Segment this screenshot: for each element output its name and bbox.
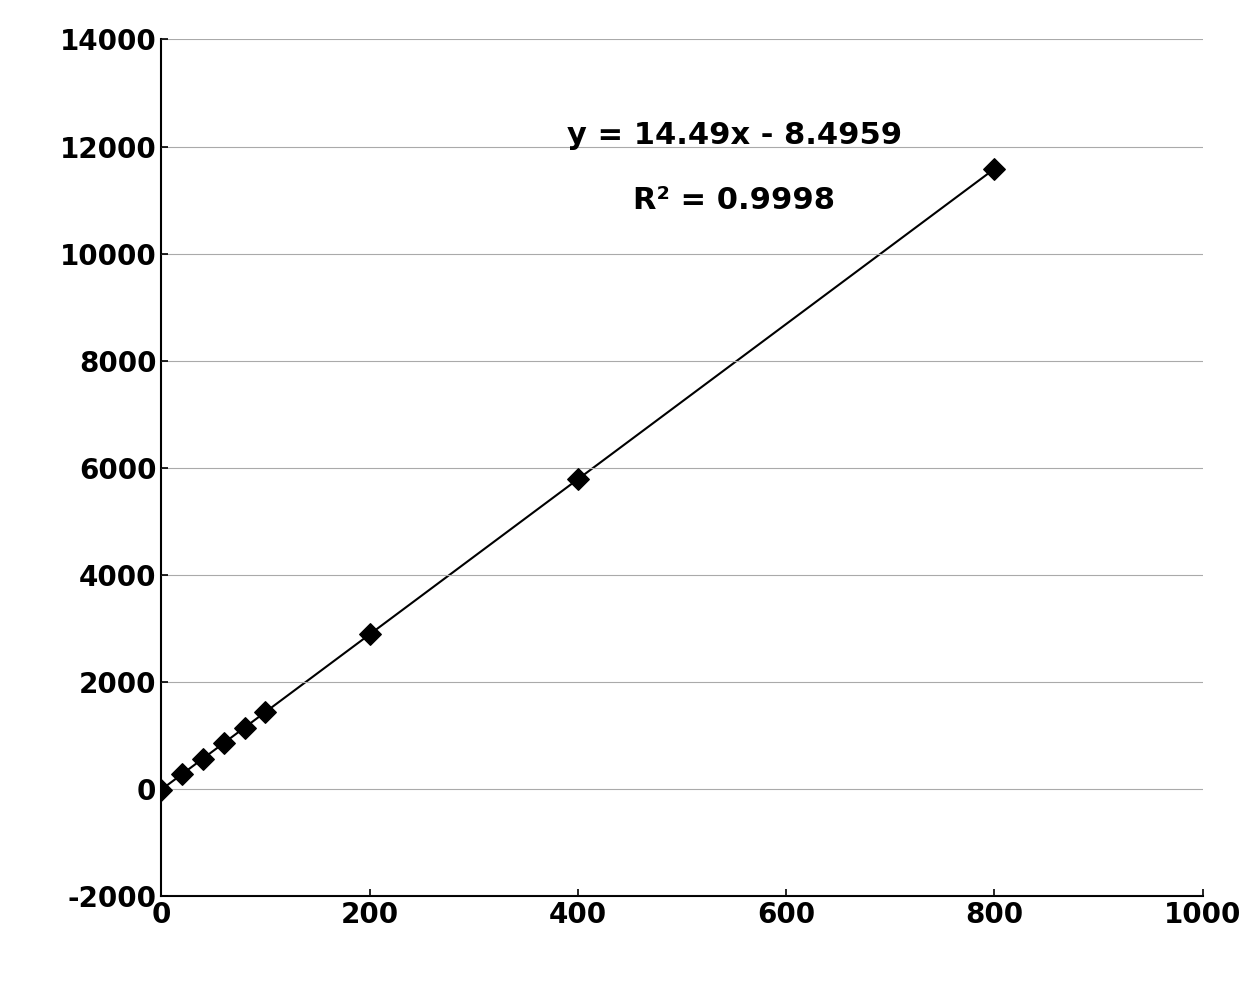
Text: R² = 0.9998: R² = 0.9998 — [634, 185, 835, 215]
Point — [985, 161, 1004, 176]
Point — [193, 751, 213, 766]
Point — [151, 782, 171, 798]
Point — [172, 766, 192, 782]
Text: y = 14.49x - 8.4959: y = 14.49x - 8.4959 — [567, 121, 901, 151]
Point — [213, 735, 233, 751]
Point — [234, 720, 254, 736]
Point — [568, 472, 588, 488]
Point — [360, 626, 379, 642]
Point — [255, 704, 275, 720]
